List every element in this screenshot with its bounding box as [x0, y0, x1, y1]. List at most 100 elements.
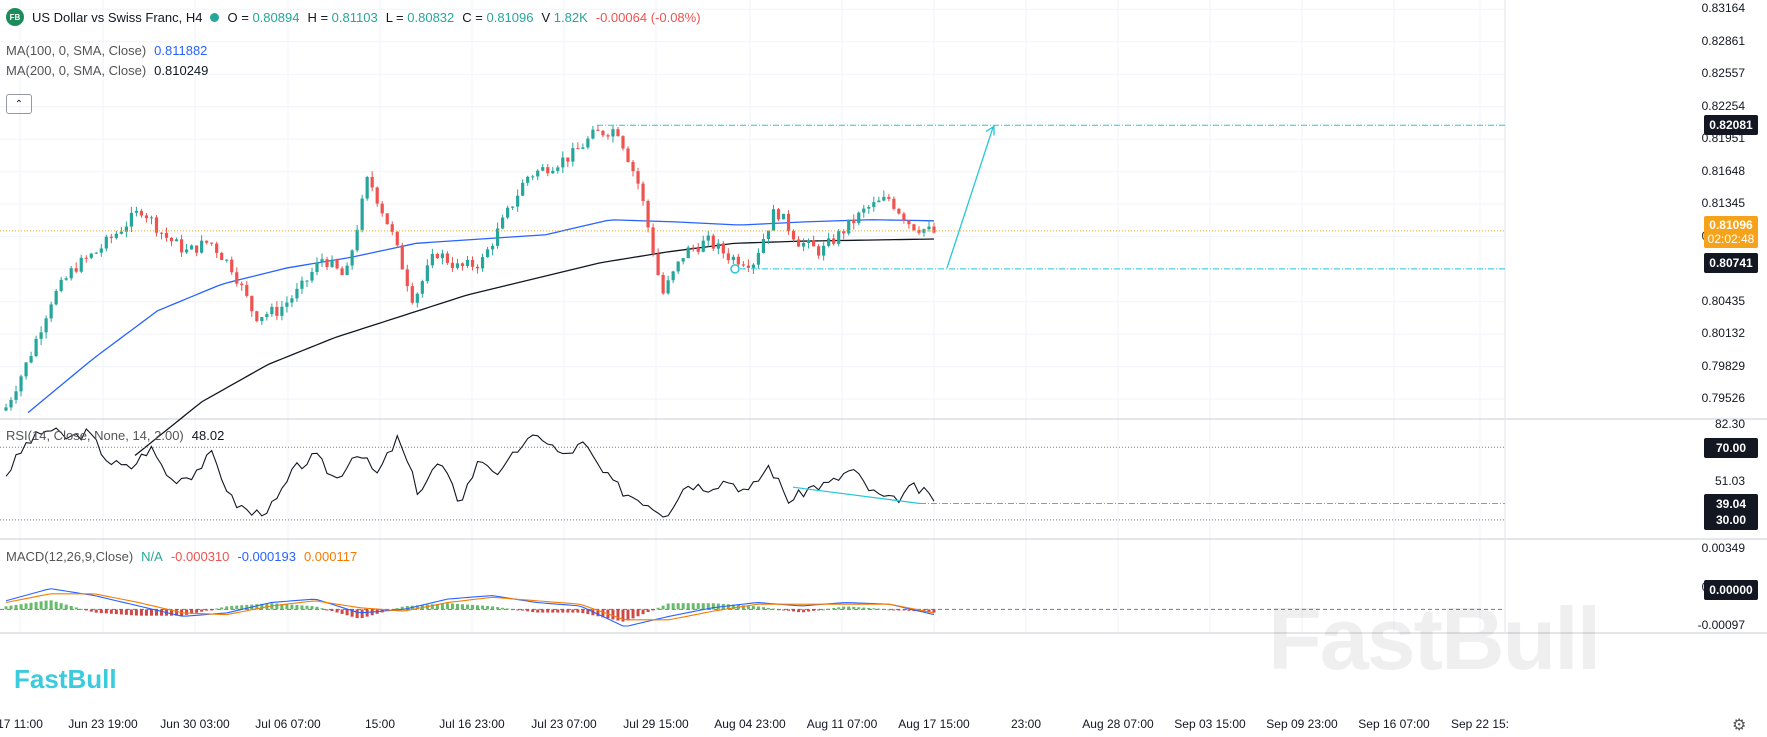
macd-histogram-bar	[235, 605, 239, 610]
macd-histogram-bar	[14, 604, 18, 610]
macd-histogram-bar	[245, 604, 249, 610]
candle-body	[616, 129, 620, 137]
candle-body	[766, 230, 771, 240]
macd-histogram-bar	[9, 605, 13, 610]
candle-body	[64, 278, 68, 280]
high-label: H =	[307, 9, 329, 25]
candle-body	[531, 176, 535, 178]
rsi-tick-label: 51.03	[1714, 473, 1745, 488]
macd-histogram-bar	[124, 609, 128, 615]
macd-na: N/A	[141, 549, 163, 564]
candle-body	[129, 212, 134, 227]
macd-histogram-bar	[345, 609, 349, 616]
candle-body	[49, 304, 53, 319]
price-tick-label: 0.79526	[1701, 391, 1745, 406]
candle-body	[626, 148, 630, 162]
macd-line	[5, 588, 935, 627]
ma200-legend[interactable]: MA(200, 0, SMA, Close) 0.810249	[6, 63, 208, 78]
candle-body	[390, 224, 394, 232]
candle-body	[195, 245, 199, 253]
collapse-legend-button[interactable]: ⌃	[6, 94, 32, 114]
price-tick-label: 0.82861	[1701, 33, 1745, 48]
macd-histogram-bar	[751, 606, 755, 610]
ma200-label: MA(200, 0, SMA, Close)	[6, 63, 147, 78]
macd-value-histogram: -0.000310	[170, 549, 230, 564]
macd-histogram-bar	[586, 609, 590, 615]
macd-histogram-bar	[355, 609, 359, 619]
macd-histogram-bar	[676, 603, 680, 610]
macd-histogram-bar	[571, 609, 575, 613]
candle-countdown: 02:02:48	[1707, 232, 1755, 246]
time-tick-label: Aug 04 23:00	[714, 717, 786, 731]
macd-histogram-bar	[185, 609, 189, 615]
projection-arrowhead	[985, 125, 995, 136]
candle-body	[681, 258, 685, 262]
candle-body	[827, 238, 831, 246]
candle-body	[159, 232, 164, 234]
candle-body	[781, 213, 786, 220]
macd-histogram-bar	[576, 609, 580, 613]
macd-histogram-bar	[641, 609, 645, 615]
macd-histogram-bar	[716, 603, 720, 610]
chart-header: FB US Dollar vs Swiss Franc, H4 O = 0.80…	[6, 8, 701, 26]
candle-body	[84, 257, 88, 259]
time-tick-label: Sep 09 23:00	[1266, 717, 1338, 731]
candle-body	[791, 230, 796, 240]
macd-value-signal: 0.000117	[303, 549, 358, 564]
candle-body	[691, 247, 695, 249]
macd-histogram-bar	[405, 606, 409, 610]
candle-body	[771, 209, 776, 231]
macd-histogram-bar	[832, 607, 836, 610]
macd-histogram-bar	[139, 609, 143, 616]
candle-body	[330, 259, 334, 267]
macd-histogram-bar	[175, 609, 179, 616]
pane-separators	[0, 0, 1767, 634]
macd-histogram-bar	[64, 604, 68, 610]
macd-histogram-bar	[596, 609, 600, 617]
macd-histogram-bar	[741, 605, 745, 610]
macd-histogram-bar	[726, 604, 730, 610]
drawing-tools[interactable]	[0, 124, 1505, 274]
macd-histogram-bar	[766, 607, 770, 610]
candle-body	[651, 227, 655, 254]
macd-histogram-bar	[365, 609, 369, 617]
candle-body	[285, 302, 289, 307]
macd-tick-label: -0.00097	[1697, 618, 1745, 633]
macd-histogram-bar	[521, 609, 525, 611]
rsi-legend[interactable]: RSI(14, Close, None, 14, 2.00) 48.02	[6, 428, 224, 443]
macd-histogram-bar	[887, 609, 891, 611]
macd-histogram-bar	[190, 609, 194, 614]
macd-histogram-bar	[506, 608, 510, 610]
candle-body	[716, 243, 720, 249]
macd-histogram-bar	[430, 604, 434, 610]
macd-histogram-bar	[802, 609, 806, 613]
candle-body	[776, 209, 781, 220]
ma100-legend[interactable]: MA(100, 0, SMA, Close) 0.811882	[6, 43, 207, 58]
low-value: 0.80832	[407, 9, 455, 25]
time-tick-label: Sep 22 15:	[1450, 717, 1510, 731]
candle-body	[922, 229, 926, 233]
macd-histogram-bar	[154, 609, 158, 616]
candle-body	[882, 196, 886, 201]
macd-histogram-bar	[706, 603, 710, 610]
candle-body	[29, 356, 33, 363]
macd-histogram-bar	[897, 609, 901, 611]
candle-body	[435, 253, 439, 259]
macd-histogram-bar	[756, 606, 760, 610]
macd-histogram-bar	[847, 606, 851, 610]
macd-histogram-bar	[280, 603, 284, 610]
candle-body	[225, 259, 229, 261]
time-tick-label: Sep 03 15:00	[1174, 717, 1246, 731]
macd-histogram-bar	[867, 607, 871, 610]
price-tick-label: 0.82557	[1701, 66, 1745, 81]
candle-body	[124, 226, 128, 232]
gear-icon[interactable]: ⚙	[1732, 717, 1747, 734]
candle-body	[546, 167, 550, 174]
candle-body	[99, 248, 103, 253]
macd-histogram-bar	[516, 609, 520, 611]
macd-histogram-bar	[460, 604, 464, 610]
candle-body	[912, 224, 916, 231]
macd-legend[interactable]: MACD(12,26,9,Close) N/A -0.000310 -0.000…	[6, 549, 357, 564]
candle-body	[205, 240, 209, 243]
